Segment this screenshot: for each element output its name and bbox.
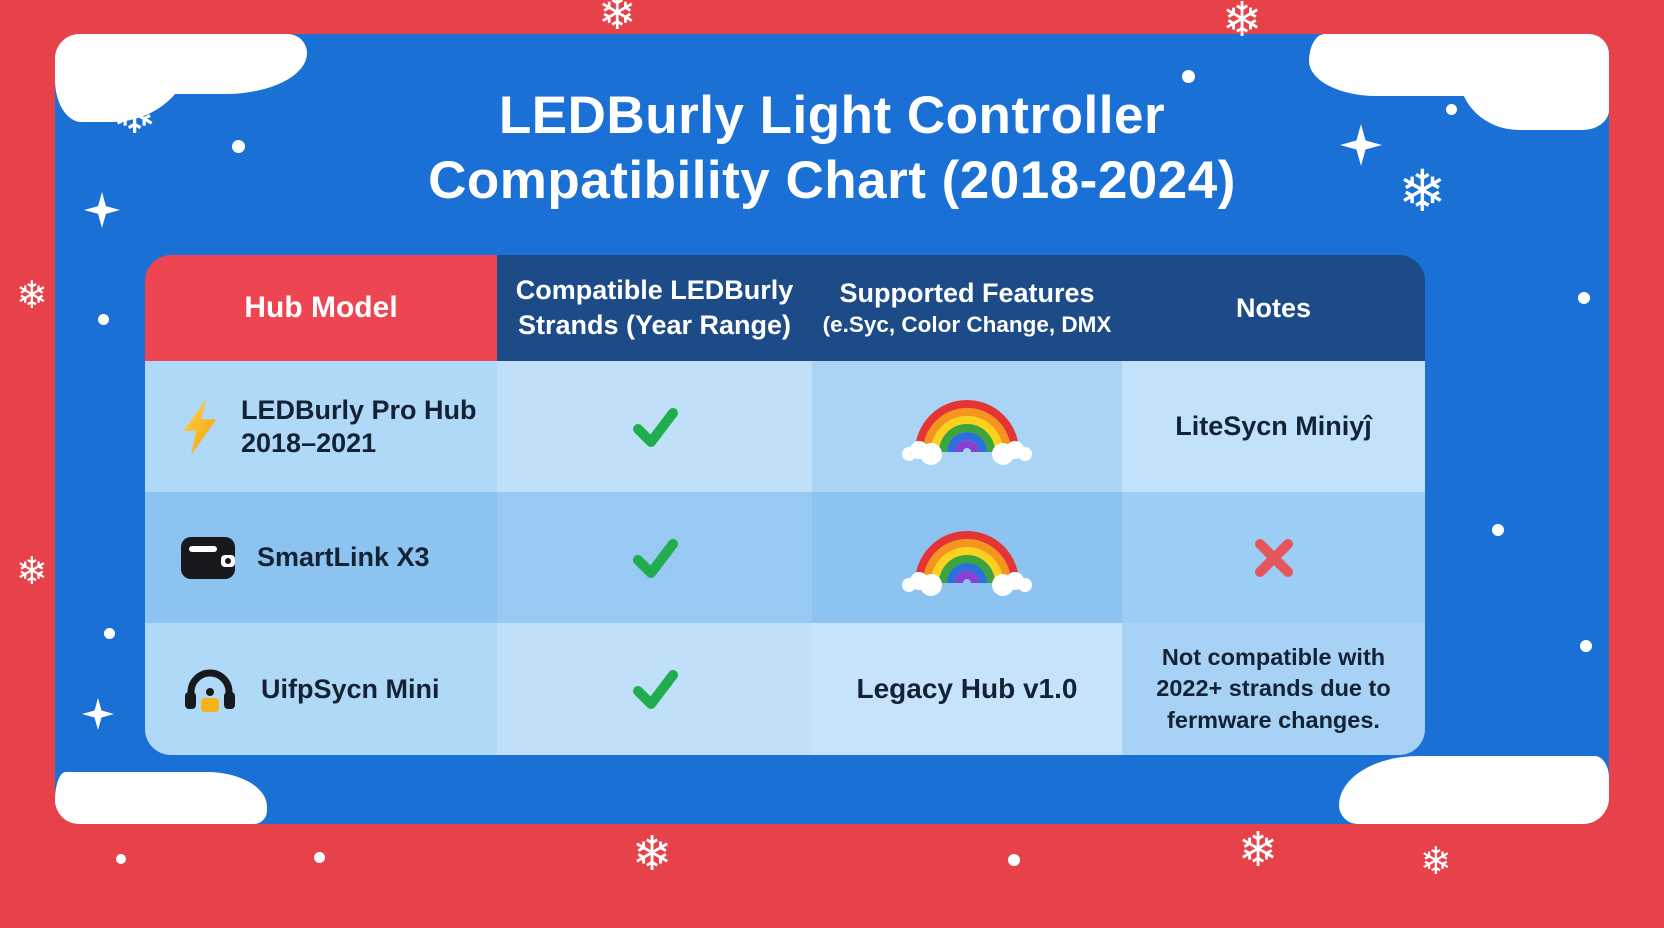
model-year-range: 2018–2021 <box>241 427 377 458</box>
sparkle-icon <box>84 192 120 228</box>
hub-device-icon <box>181 536 235 579</box>
model-name-line1: LEDBurly Pro Hub <box>241 395 477 426</box>
model-name: UifpSycn Mini <box>261 673 440 705</box>
snowflake-icon: ❄ <box>598 0 637 40</box>
cell-notes-row1: LiteSycn Miniyĵ <box>1122 361 1425 492</box>
snow-dot <box>1446 104 1457 115</box>
controller-headset-icon <box>185 669 235 712</box>
header-notes-label: Notes <box>1235 292 1311 323</box>
cross-icon <box>1254 538 1293 577</box>
snow-dot <box>116 854 126 864</box>
sparkle-icon <box>82 698 114 730</box>
snowflake-icon: ❄ <box>112 83 158 146</box>
cell-strands-row3 <box>497 623 812 755</box>
notes-text: LiteSycn Miniyĵ <box>1175 411 1372 441</box>
check-icon <box>632 670 678 709</box>
lightning-icon <box>183 398 217 455</box>
header-hub-model: Hub Model <box>145 255 497 361</box>
snow-dot <box>104 628 115 639</box>
cell-strands-row2 <box>497 492 812 623</box>
rainbow-icon <box>902 530 1032 596</box>
snow-dot <box>1578 292 1590 304</box>
header-supported-features: Supported Features (e.Syc, Color Change,… <box>812 255 1122 361</box>
snowflake-icon: ❄ <box>16 549 48 593</box>
snow-dot <box>314 852 325 863</box>
rainbow-icon <box>902 399 1032 465</box>
cell-notes-row2 <box>1122 492 1425 623</box>
check-icon <box>632 407 678 447</box>
snow-dot <box>1492 524 1504 536</box>
cell-model-uifpsycn-mini: UifpSycn Mini <box>145 623 497 755</box>
page-title: LEDBurly Light Controller Compatibility … <box>0 84 1664 213</box>
header-strands-line2: Strands (Year Range) <box>517 310 792 340</box>
cell-features-row2 <box>812 492 1122 623</box>
cell-model-ledburly-pro-hub: LEDBurly Pro Hub 2018–2021 <box>145 361 497 492</box>
snow-dot <box>232 140 245 153</box>
check-icon <box>632 538 678 578</box>
page-title-line2: Compatibility Chart (2018-2024) <box>428 150 1236 210</box>
header-features-line2: (e.Syc, Color Change, DMX <box>822 311 1112 337</box>
model-name-line1: UifpSycn Mini <box>261 673 440 704</box>
snow-dot <box>1546 778 1557 789</box>
snowflake-icon: ❄ <box>1420 839 1452 883</box>
snow-dot <box>98 314 109 325</box>
model-name: LEDBurly Pro Hub 2018–2021 <box>241 394 477 459</box>
header-notes: Notes <box>1122 255 1425 361</box>
features-text: Legacy Hub v1.0 <box>856 673 1078 704</box>
compatibility-table: Hub Model Compatible LEDBurly Strands (Y… <box>145 255 1425 755</box>
snowflake-icon: ❄ <box>1222 0 1263 48</box>
snow-drift-top-right-lump <box>1459 34 1609 130</box>
snow-dot <box>1008 854 1020 866</box>
cell-strands-row1 <box>497 361 812 492</box>
header-compatible-strands: Compatible LEDBurly Strands (Year Range) <box>497 255 812 361</box>
snowflake-icon: ❄ <box>632 826 673 882</box>
cell-features-row3: Legacy Hub v1.0 <box>812 623 1122 755</box>
snow-dot <box>1182 70 1195 83</box>
snow-dot <box>1580 640 1592 652</box>
model-name-line1: SmartLink X3 <box>257 542 430 573</box>
sparkle-icon <box>1340 124 1382 166</box>
page-title-line1: LEDBurly Light Controller <box>498 86 1166 145</box>
header-hub-model-label: Hub Model <box>244 290 398 324</box>
notes-text: Not compatible with 2022+ strands due to… <box>1156 644 1391 733</box>
header-strands-line1: Compatible LEDBurly <box>515 275 794 306</box>
cell-features-row1 <box>812 361 1122 492</box>
cell-notes-row3: Not compatible with 2022+ strands due to… <box>1122 623 1425 755</box>
model-name: SmartLink X3 <box>257 541 430 573</box>
cell-model-smartlink-x3: SmartLink X3 <box>145 492 497 623</box>
snow-drift-bottom-right <box>1339 756 1609 824</box>
snowflake-icon: ❄ <box>16 273 48 317</box>
header-features-line1: Supported Features <box>839 278 1095 309</box>
snowflake-icon: ❄ <box>1238 822 1279 878</box>
snow-drift-bottom-left <box>55 772 267 824</box>
snowflake-icon: ❄ <box>1398 157 1447 225</box>
